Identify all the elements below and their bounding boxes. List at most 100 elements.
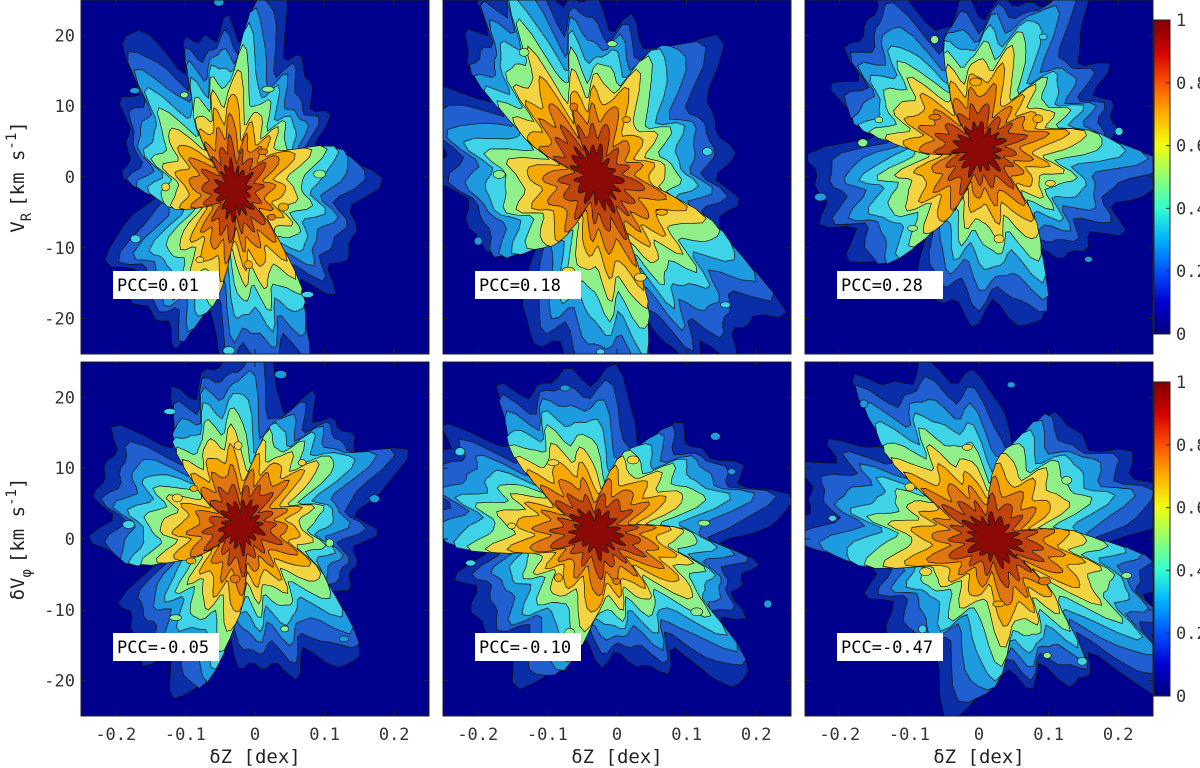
pcc-box — [475, 271, 581, 299]
pcc-label: PCC=-0.05 — [113, 633, 219, 661]
density-speckle — [930, 35, 939, 44]
density-speckle — [465, 559, 476, 567]
density-speckle — [969, 77, 983, 87]
density-speckle — [727, 468, 737, 475]
heatmap-panel-1-1 — [443, 362, 791, 716]
y-tick-label: -20 — [44, 310, 75, 330]
density-contour-level-10 — [950, 121, 1007, 178]
pcc-box — [837, 633, 943, 661]
pcc-value: PCC=-0.10 — [479, 638, 571, 658]
panels-layer — [81, 0, 1153, 716]
y-label-exp: -1 — [4, 489, 20, 506]
density-speckle — [1032, 114, 1044, 124]
x-tick-label: 0 — [250, 725, 260, 745]
density-speckle — [172, 493, 183, 503]
y-axis-label: δVφ [km s-1] — [4, 478, 35, 601]
x-tick-label: -0.2 — [819, 725, 860, 745]
density-speckle — [222, 346, 236, 354]
density-speckle — [244, 260, 253, 270]
pcc-label: PCC=-0.10 — [475, 633, 581, 661]
pcc-box — [475, 633, 581, 661]
x-tick-label: 0.2 — [741, 725, 772, 745]
y-label-close: ] — [7, 478, 29, 489]
density-speckle — [919, 567, 933, 577]
x-tick-label: 0.2 — [1103, 725, 1134, 745]
density-speckle — [814, 192, 827, 202]
density-speckle — [1006, 381, 1016, 389]
pcc-label: PCC=0.01 — [113, 271, 219, 299]
density-contour-level-10 — [567, 508, 627, 562]
colorbar-tick-label: 0.8 — [1176, 74, 1200, 94]
density-speckle — [1038, 576, 1051, 586]
x-axis-label: δZ [dex] — [571, 746, 663, 768]
density-speckle — [163, 408, 177, 415]
density-speckle — [1042, 652, 1052, 659]
density-speckle — [554, 573, 563, 583]
x-tick-label: -0.2 — [457, 725, 498, 745]
heatmap-panel-1-2 — [805, 362, 1153, 716]
density-speckle — [612, 578, 621, 585]
density-speckle — [904, 482, 916, 492]
density-speckle — [274, 370, 288, 379]
density-speckle — [606, 40, 618, 48]
y-tick-label: 0 — [65, 530, 75, 550]
heatmap-panel-1-0 — [81, 362, 429, 716]
density-speckle — [697, 519, 711, 527]
pcc-value: PCC=-0.47 — [841, 638, 933, 658]
density-speckle — [701, 147, 713, 156]
y-tick-label: -20 — [44, 672, 75, 692]
x-axis-label: δZ [dex] — [209, 746, 301, 768]
y-tick-label: 10 — [55, 459, 75, 479]
x-tick-label: 0.2 — [379, 725, 410, 745]
x-axis-label: δZ [dex] — [933, 746, 1025, 768]
density-speckle — [546, 459, 560, 466]
x-tick-label: 0.1 — [671, 725, 702, 745]
colorbar-tick-label: 0.8 — [1176, 436, 1200, 456]
density-speckle — [169, 614, 182, 622]
density-speckle — [189, 485, 199, 492]
density-speckle — [1061, 475, 1072, 485]
density-speckle — [596, 348, 605, 354]
density-speckle — [261, 85, 275, 93]
colorbar-tick-label: 1 — [1176, 11, 1186, 31]
density-speckle — [301, 291, 315, 298]
density-speckle — [710, 431, 721, 441]
x-tick-label: 0.1 — [1033, 725, 1064, 745]
density-speckle — [122, 520, 135, 529]
density-speckle — [454, 447, 466, 456]
x-tick-label: -0.1 — [527, 725, 568, 745]
y-label-main: δV — [7, 578, 29, 601]
density-speckle — [473, 236, 483, 246]
density-speckle — [559, 384, 571, 392]
density-speckle — [763, 599, 773, 609]
density-speckle — [1076, 656, 1088, 666]
density-speckle — [229, 574, 241, 584]
colorbar — [1153, 381, 1171, 697]
density-contour-level-10 — [569, 143, 625, 214]
density-speckle — [918, 624, 927, 634]
heatmap-panel-0-1 — [431, 0, 791, 354]
density-speckle — [1121, 572, 1132, 579]
y-label-unit: [km s — [7, 150, 29, 207]
density-speckle — [569, 102, 579, 112]
density-speckle — [626, 455, 640, 465]
density-contour-level-10 — [217, 499, 266, 557]
heatmap-panel-0-2 — [805, 0, 1153, 354]
y-label-close: ] — [7, 121, 29, 132]
pcc-label: PCC=-0.47 — [837, 633, 943, 661]
density-speckle — [1084, 255, 1093, 263]
density-speckle — [129, 87, 140, 94]
y-label-exp: -1 — [4, 133, 20, 150]
colorbar-tick-label: 0.6 — [1176, 137, 1200, 157]
y-tick-label: 20 — [55, 26, 75, 46]
density-speckle — [1114, 127, 1124, 136]
density-speckle — [280, 625, 290, 633]
density-speckle — [431, 53, 439, 59]
pcc-label: PCC=0.18 — [475, 271, 581, 299]
y-tick-label: 0 — [65, 168, 75, 188]
colorbar-tick-label: 0.2 — [1176, 262, 1200, 282]
x-tick-label: -0.2 — [95, 725, 136, 745]
colorbar-tick-label: 0.6 — [1176, 499, 1200, 519]
density-speckle — [338, 635, 350, 643]
